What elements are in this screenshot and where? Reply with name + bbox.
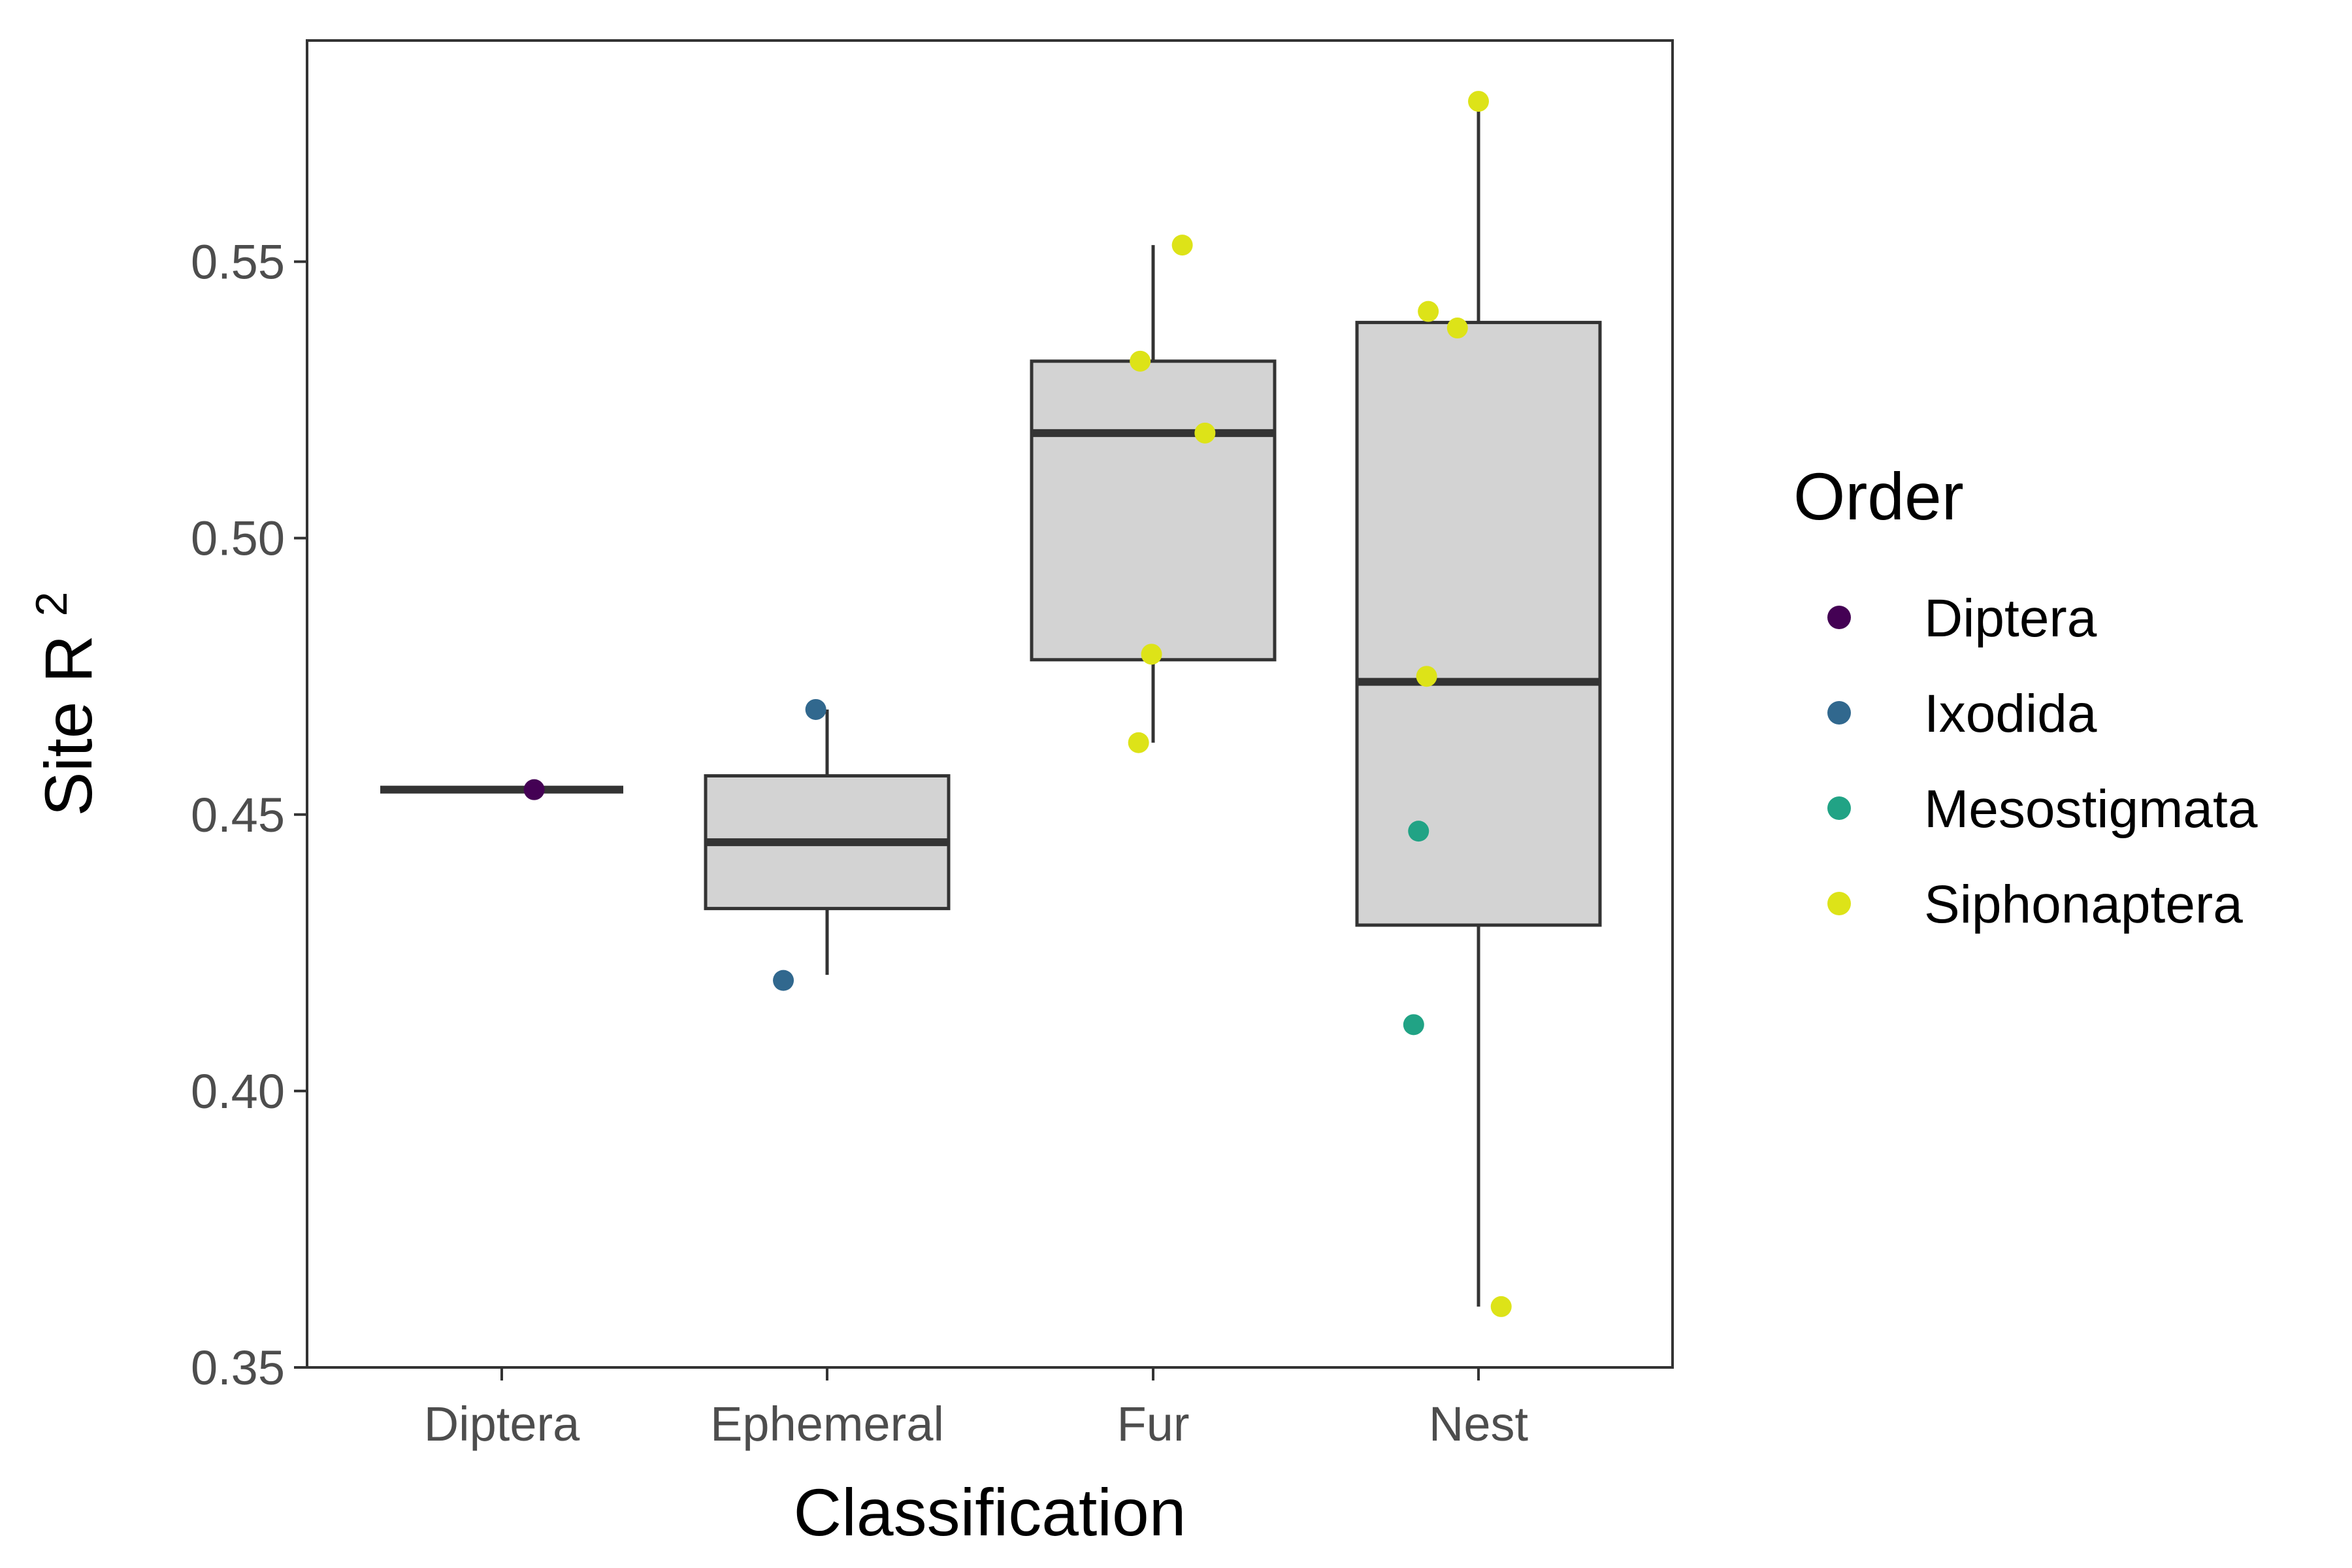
data-point-siphonaptera (1194, 422, 1216, 444)
x-tick-label: Fur (1117, 1397, 1190, 1451)
legend-key-siphonaptera (1827, 892, 1851, 915)
data-point-siphonaptera (1468, 91, 1489, 112)
boxes-layer (380, 101, 1602, 1307)
box-nest (1355, 101, 1602, 1307)
y-axis-title-superscript: 2 (27, 592, 76, 617)
data-point-mesostigmata (1403, 1014, 1424, 1036)
data-point-diptera (523, 779, 545, 800)
y-tick-label: 0.45 (191, 788, 285, 842)
data-point-mesostigmata (1408, 821, 1429, 842)
y-tick-label: 0.40 (191, 1064, 285, 1119)
y-axis-title: Site R 2 (27, 592, 106, 817)
y-axis: 0.35 0.40 0.45 0.50 0.55 (191, 235, 307, 1395)
legend-key-diptera (1827, 606, 1851, 629)
data-point-ixodida (805, 698, 826, 720)
box-body (1030, 359, 1277, 662)
y-tick-label: 0.50 (191, 512, 285, 566)
plot-panel-border (306, 39, 1674, 1369)
y-tick-label: 0.35 (191, 1341, 285, 1395)
x-axis-title: Classification (794, 1475, 1186, 1550)
points-layer (523, 91, 1512, 1317)
legend-label: Ixodida (1924, 684, 2097, 743)
x-tick-label: Diptera (424, 1397, 580, 1451)
data-point-siphonaptera (1416, 666, 1437, 687)
y-tick-label: 0.55 (191, 235, 285, 289)
box-fur (1030, 245, 1277, 743)
data-point-siphonaptera (1128, 732, 1149, 753)
x-tick-label: Nest (1429, 1397, 1529, 1451)
legend-title: Order (1793, 459, 1964, 534)
legend-key-mesostigmata (1827, 796, 1851, 820)
legend-label: Mesostigmata (1924, 779, 2258, 839)
data-point-ixodida (773, 970, 794, 991)
data-point-siphonaptera (1490, 1296, 1512, 1317)
data-point-siphonaptera (1130, 350, 1151, 372)
legend: Order Diptera Ixodida Mesostigmata Siphonap… (1793, 459, 2258, 934)
data-point-siphonaptera (1171, 235, 1193, 256)
data-point-siphonaptera (1418, 301, 1439, 322)
data-point-siphonaptera (1446, 318, 1468, 339)
y-axis-title-main: Site R (31, 635, 106, 817)
legend-label: Siphonaptera (1924, 875, 2243, 934)
x-axis: Diptera Ephemeral Fur Nest (424, 1367, 1529, 1451)
legend-key-ixodida (1827, 701, 1851, 725)
data-point-siphonaptera (1141, 644, 1162, 665)
legend-label: Diptera (1924, 589, 2097, 648)
x-tick-label: Ephemeral (710, 1397, 944, 1451)
box-body (1355, 321, 1602, 927)
box-ephemeral (704, 709, 951, 975)
